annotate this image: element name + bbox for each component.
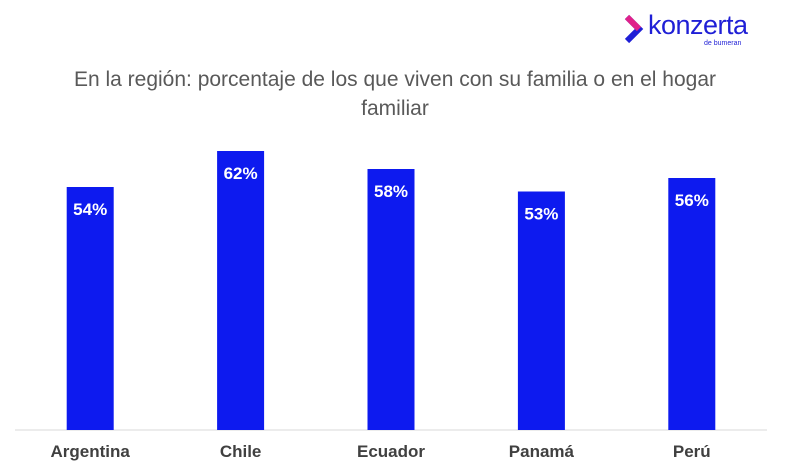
bar-argentina xyxy=(66,187,114,430)
x-tick-label: Ecuador xyxy=(357,442,425,461)
brand-name: konzerta xyxy=(648,10,748,40)
data-label: 53% xyxy=(524,205,558,224)
bar-chile xyxy=(217,151,265,430)
x-tick-label: Argentina xyxy=(51,442,131,461)
bar-panamá xyxy=(517,191,565,430)
data-label: 54% xyxy=(73,200,107,219)
brand-tagline: de bumeran xyxy=(704,40,742,47)
chart-title: En la región: porcentaje de los que vive… xyxy=(73,68,717,120)
bar-perú xyxy=(668,178,716,430)
bar-ecuador xyxy=(367,169,415,430)
data-label: 58% xyxy=(374,182,408,201)
x-tick-label: Chile xyxy=(220,442,262,461)
data-label: 56% xyxy=(675,191,709,210)
chevron-logo-icon xyxy=(624,14,644,44)
data-label: 62% xyxy=(224,164,258,183)
x-tick-label: Perú xyxy=(673,442,711,461)
brand-logo: konzerta de bumeran xyxy=(624,10,764,52)
x-tick-label: Panamá xyxy=(509,442,575,461)
